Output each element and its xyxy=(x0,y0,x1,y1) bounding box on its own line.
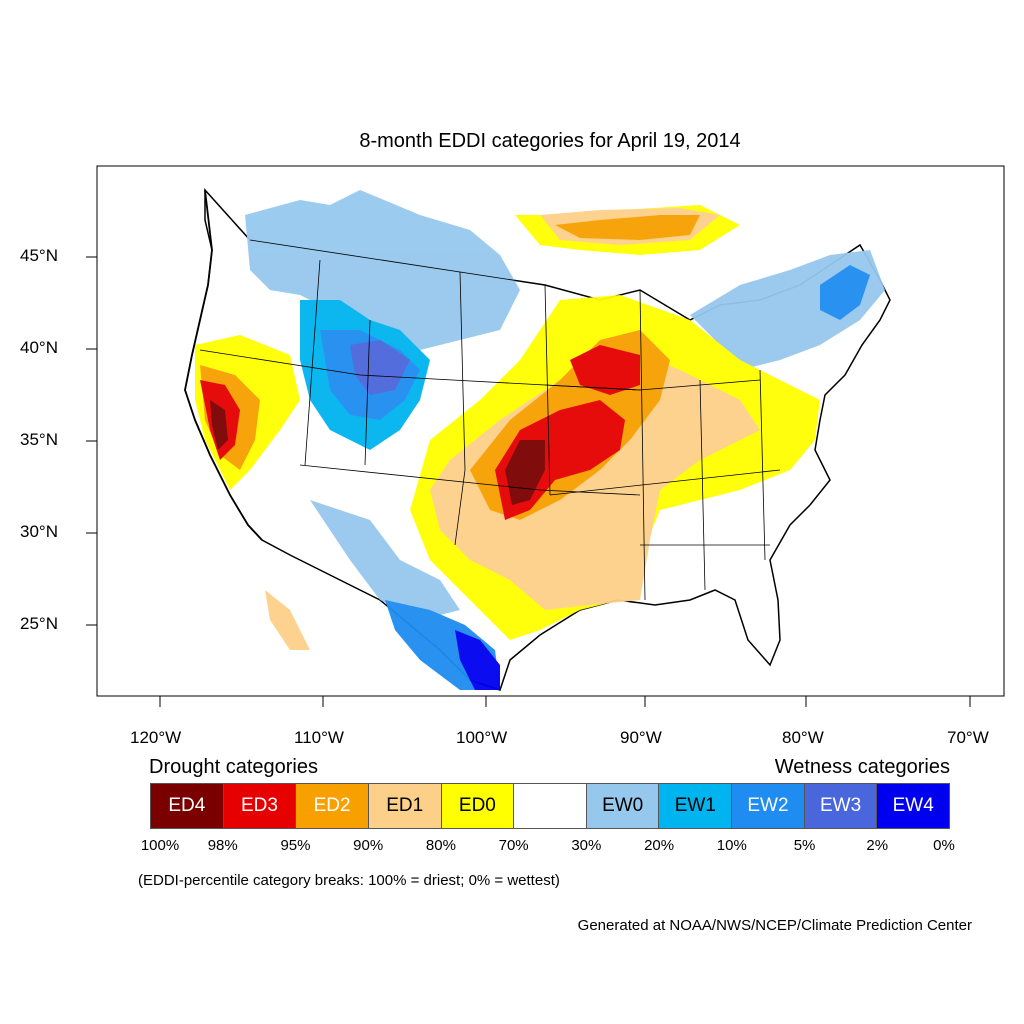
legend-break-label: 80% xyxy=(425,837,456,854)
legend-box-ed1: ED1 xyxy=(368,784,442,828)
legend-break-label: 95% xyxy=(280,837,311,854)
lon-label-100: 100°W xyxy=(456,728,508,747)
legend-break-label: 2% xyxy=(866,837,889,854)
lat-label-40: 40°N xyxy=(20,338,58,357)
state-boundaries xyxy=(199,239,781,601)
legend-box-ed0: ED0 xyxy=(441,784,515,828)
legend-break-label: 100% xyxy=(140,837,180,854)
category-legend: ED4 ED3 ED2 ED1 ED0 EW0 EW1 EW2 EW3 EW4 xyxy=(150,783,950,829)
legend-box-ew1: EW1 xyxy=(659,784,733,828)
legend-box-ed3: ED3 xyxy=(223,784,297,828)
lon-label-80: 80°W xyxy=(782,728,824,747)
drought-categories-label: Drought categories xyxy=(149,756,318,778)
legend-break-label: 98% xyxy=(207,837,238,854)
legend-box-ew2: EW2 xyxy=(732,784,805,828)
axis-ticks xyxy=(86,256,971,707)
legend-break-label: 0% xyxy=(933,837,955,854)
legend-break-label: 70% xyxy=(498,837,529,854)
legend-break-label: 20% xyxy=(644,837,675,854)
legend-break-label: 5% xyxy=(793,837,816,854)
credit-line: Generated at NOAA/NWS/NCEP/Climate Predi… xyxy=(577,917,972,934)
lon-label-70: 70°W xyxy=(947,728,989,747)
lat-label-45: 45°N xyxy=(20,246,58,265)
map-title: 8-month EDDI categories for April 19, 20… xyxy=(359,130,741,152)
lon-label-90: 90°W xyxy=(620,728,662,747)
legend-box-ew0: EW0 xyxy=(586,784,660,828)
category-note: (EDDI-percentile category breaks: 100% =… xyxy=(138,872,560,889)
legend-box-ed4: ED4 xyxy=(151,784,224,828)
legend-box-ew3: EW3 xyxy=(804,784,878,828)
category-shading xyxy=(195,190,885,690)
lon-label-120: 120°W xyxy=(130,728,182,747)
legend-break-label: 10% xyxy=(716,837,747,854)
legend-box-none xyxy=(514,784,587,828)
legend-break-label: 90% xyxy=(353,837,384,854)
coastline xyxy=(184,189,263,541)
wetness-categories-label: Wetness categories xyxy=(774,756,950,778)
lat-label-30: 30°N xyxy=(20,522,58,541)
lon-label-110: 110°W xyxy=(294,728,344,747)
legend-box-ew4: EW4 xyxy=(877,784,950,828)
lat-label-25: 25°N xyxy=(20,614,58,633)
legend-box-ed2: ED2 xyxy=(296,784,369,828)
lat-label-35: 35°N xyxy=(20,430,58,449)
legend-break-label: 30% xyxy=(571,837,602,854)
